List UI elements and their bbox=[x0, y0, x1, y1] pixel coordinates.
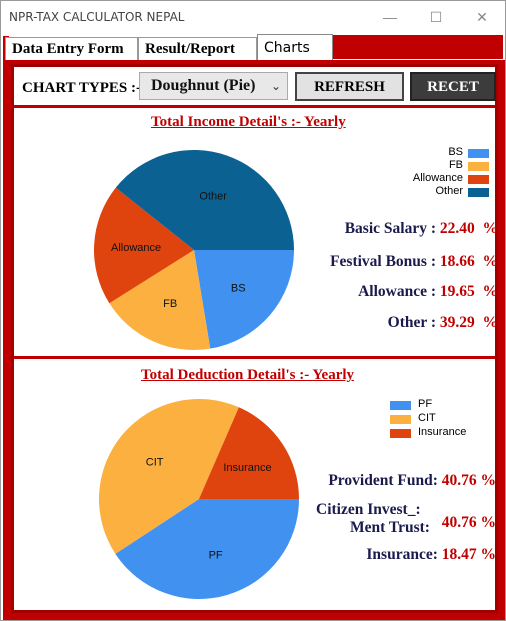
refresh-button[interactable]: REFRESH bbox=[295, 72, 404, 101]
pie-label-fb: FB bbox=[163, 298, 177, 310]
divider bbox=[14, 356, 495, 359]
tab-charts[interactable]: Charts bbox=[257, 34, 333, 60]
pie-label-cit: CIT bbox=[146, 457, 164, 469]
legend-item-cit: CIT bbox=[390, 412, 436, 426]
deduction-title: Total Deduction Detail's :- Yearly bbox=[141, 367, 355, 383]
tab-strip: Data Entry Form Result/Report Charts bbox=[3, 34, 503, 60]
legend-swatch bbox=[390, 401, 411, 410]
stat-allowance: Allowance : 19.65 % bbox=[358, 283, 498, 300]
legend-swatch bbox=[390, 429, 411, 438]
legend-swatch bbox=[390, 415, 411, 424]
pie-label-bs: BS bbox=[231, 283, 246, 295]
stat-citizen-invest: 40.76 % bbox=[441, 514, 496, 531]
pie-slice-insurance bbox=[199, 407, 299, 499]
tab-result-report[interactable]: Result/Report bbox=[138, 37, 257, 60]
pie-slice-cit bbox=[99, 399, 239, 554]
minimize-icon[interactable]: — bbox=[383, 9, 397, 25]
pie-label-other: Other bbox=[199, 190, 227, 202]
tab-data-entry-form[interactable]: Data Entry Form bbox=[5, 37, 138, 60]
legend-swatch bbox=[468, 162, 489, 171]
deduction-pie-chart: PF CIT Insurance bbox=[99, 399, 299, 599]
legend-item-insurance: Insurance bbox=[390, 426, 466, 440]
chart-types-label: CHART TYPES :- bbox=[22, 80, 141, 96]
stat-other: Other : 39.29 % bbox=[387, 314, 498, 331]
chart-type-select[interactable]: Doughnut (Pie) ⌄ bbox=[139, 72, 288, 100]
charts-content: CHART TYPES :- Doughnut (Pie) ⌄ REFRESH … bbox=[11, 64, 498, 613]
charts-panel: CHART TYPES :- Doughnut (Pie) ⌄ REFRESH … bbox=[3, 60, 505, 620]
stat-citizen-invest-label: Citizen Invest_: bbox=[316, 501, 421, 518]
legend-swatch bbox=[468, 188, 489, 197]
stat-insurance: Insurance: 18.47 % bbox=[366, 546, 496, 563]
pie-label-pf: PF bbox=[209, 550, 223, 562]
recet-button[interactable]: RECET bbox=[410, 72, 496, 101]
stat-festival-bonus: Festival Bonus : 18.66 % bbox=[330, 253, 498, 270]
pie-slice-other bbox=[115, 150, 294, 250]
legend-item-bs: BS bbox=[448, 146, 489, 160]
tab-strip-fill bbox=[333, 35, 503, 59]
pie-label-allowance: Allowance bbox=[111, 242, 161, 254]
pie-label-insurance: Insurance bbox=[223, 462, 271, 474]
pie-slice-fb bbox=[109, 250, 211, 350]
stat-ment-trust-label: Ment Trust: bbox=[350, 519, 430, 536]
chevron-down-icon: ⌄ bbox=[270, 79, 281, 93]
stat-provident-fund: Provident Fund: 40.76 % bbox=[328, 472, 496, 489]
title-bar: NPR-TAX CALCULATOR NEPAL — ☐ ✕ bbox=[1, 1, 505, 33]
maximize-icon[interactable]: ☐ bbox=[429, 8, 443, 25]
legend-item-other: Other bbox=[435, 185, 489, 199]
legend-item-allowance: Allowance bbox=[413, 172, 489, 186]
income-legend: BS FB Allowance Other bbox=[389, 146, 489, 206]
legend-swatch bbox=[468, 175, 489, 184]
divider bbox=[14, 105, 495, 108]
legend-swatch bbox=[468, 149, 489, 158]
pie-slice-allowance bbox=[94, 187, 194, 304]
income-pie-chart: BS FB Allowance Other bbox=[94, 150, 294, 350]
stat-basic-salary: Basic Salary : 22.40 % bbox=[344, 220, 498, 237]
chart-type-value: Doughnut (Pie) bbox=[151, 77, 256, 94]
pie-slice-pf bbox=[115, 499, 299, 599]
deduction-legend: PF CIT Insurance bbox=[390, 398, 490, 443]
close-icon[interactable]: ✕ bbox=[476, 8, 488, 25]
chart-toolbar: CHART TYPES :- Doughnut (Pie) ⌄ REFRESH … bbox=[14, 67, 496, 107]
legend-item-fb: FB bbox=[449, 159, 489, 173]
pie-slice-bs bbox=[194, 250, 294, 349]
window-title: NPR-TAX CALCULATOR NEPAL bbox=[9, 10, 185, 24]
income-title: Total Income Detail's :- Yearly bbox=[151, 114, 346, 130]
legend-item-pf: PF bbox=[390, 398, 432, 412]
